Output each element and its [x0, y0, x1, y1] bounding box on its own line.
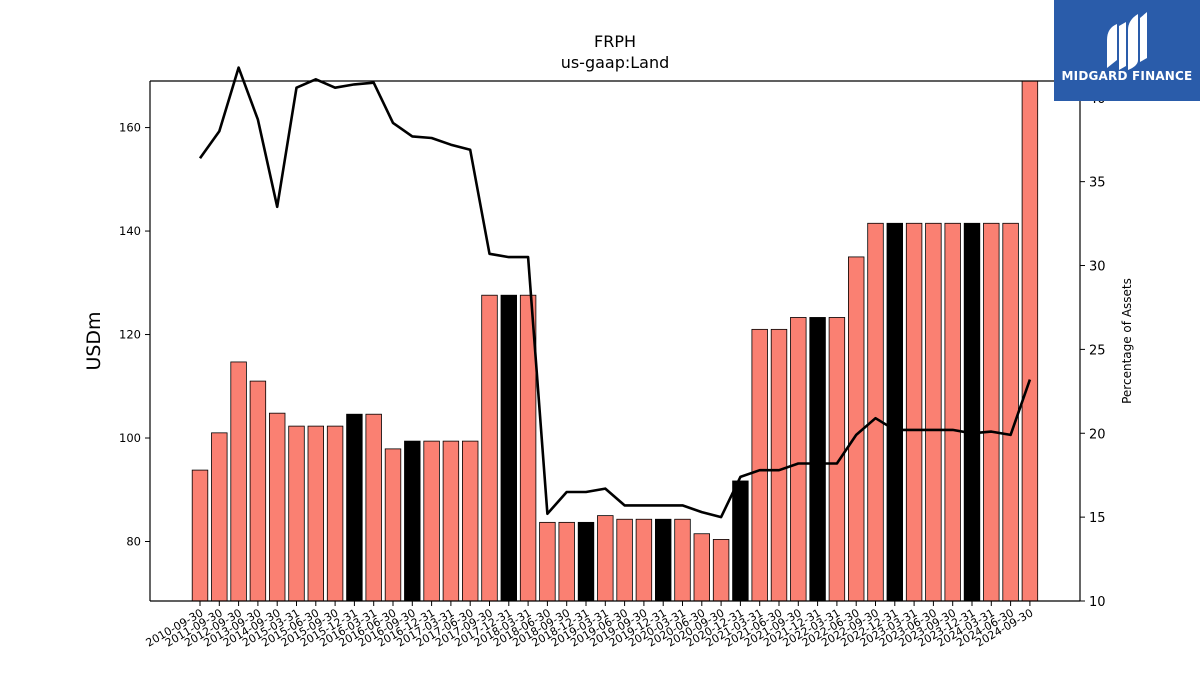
y2-tick-label: 10	[1089, 595, 1106, 610]
percentage-line	[198, 66, 1032, 519]
y2-axis-label: Percentage of Assets	[1120, 278, 1134, 404]
bar	[423, 440, 440, 602]
bar	[886, 222, 904, 602]
y-tick-label: 120	[119, 328, 141, 342]
bar	[577, 521, 595, 602]
y2-tick-label: 25	[1089, 343, 1106, 358]
chart-title: FRPH	[594, 32, 636, 51]
bar	[712, 539, 730, 602]
bar	[925, 222, 942, 602]
bar	[983, 222, 1000, 602]
bar	[442, 440, 460, 602]
bar	[481, 294, 498, 602]
bar	[809, 317, 826, 602]
y-tick-label: 80	[126, 534, 141, 548]
bar	[230, 361, 247, 602]
bar	[905, 222, 923, 602]
bar	[558, 521, 575, 602]
bar	[944, 222, 961, 602]
bar	[384, 448, 402, 602]
bar	[693, 533, 711, 602]
y-tick-label: 160	[119, 121, 141, 135]
bar	[635, 518, 653, 602]
bar	[732, 480, 749, 602]
bar	[867, 222, 884, 602]
y-tick-label: 140	[119, 224, 141, 238]
bar	[346, 413, 363, 602]
y2-tick-label: 35	[1089, 176, 1106, 191]
midgard-logo-icon	[1107, 12, 1147, 70]
bar	[288, 425, 305, 602]
bar	[211, 432, 228, 602]
bar	[461, 440, 479, 602]
bar	[674, 518, 691, 602]
bar	[268, 412, 286, 602]
y2-tick-label: 20	[1089, 427, 1106, 442]
bar	[770, 328, 788, 602]
brand-logo: MIDGARD FINANCE	[1054, 0, 1200, 101]
bar	[326, 425, 344, 602]
bar	[790, 317, 807, 602]
bar	[1002, 222, 1019, 602]
bar	[751, 328, 768, 602]
chart-subtitle: us-gaap:Land	[560, 53, 670, 72]
bar	[307, 425, 325, 602]
bar	[191, 469, 209, 602]
bar	[828, 317, 846, 602]
y2-tick-label: 30	[1089, 260, 1106, 275]
bar	[500, 294, 518, 602]
bar	[365, 413, 382, 602]
logo-text: MIDGARD FINANCE	[1061, 69, 1193, 83]
bar	[249, 380, 267, 602]
y-tick-label: 100	[119, 431, 141, 445]
y2-tick-label: 15	[1089, 511, 1106, 526]
y-axis-label: USDm	[83, 311, 105, 371]
bar	[655, 518, 672, 602]
bar	[1021, 80, 1039, 602]
bar	[616, 518, 633, 602]
bar	[404, 440, 421, 602]
bar	[539, 521, 556, 602]
bar	[963, 222, 981, 602]
bar	[597, 515, 614, 602]
